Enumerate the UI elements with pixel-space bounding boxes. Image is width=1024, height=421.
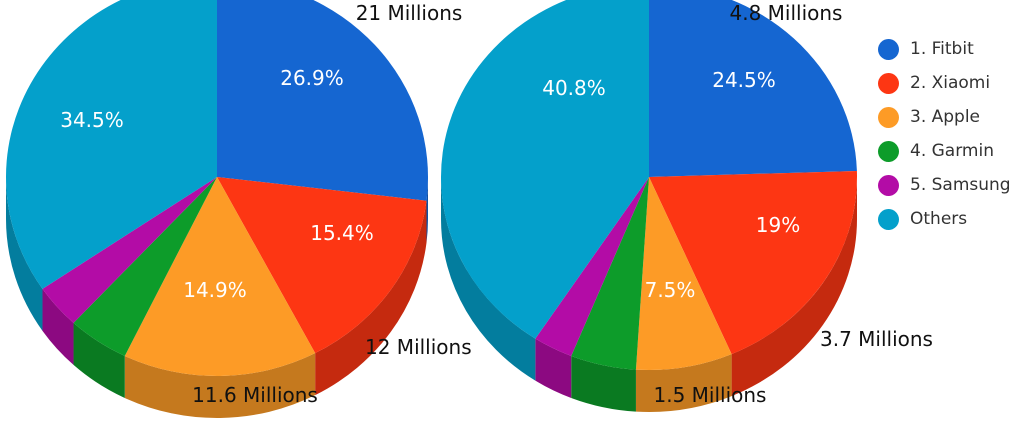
data-label-fitbit: 24.5% — [712, 68, 776, 92]
data-label-xiaomi: 15.4% — [310, 221, 374, 245]
legend-label: 5. Samsung — [910, 175, 1011, 195]
pie-slice-xiaomi — [217, 177, 427, 354]
millions-annotation: 11.6 Millions — [192, 383, 318, 407]
legend-item: 3. Apple — [878, 100, 1011, 134]
data-label-apple: 14.9% — [183, 278, 247, 302]
millions-annotation: 3.7 Millions — [820, 327, 933, 351]
legend-label: 1. Fitbit — [910, 39, 974, 59]
pie-chart-1: 26.9% 15.4% 14.9% 34.5% 21 Millions 12 Millio… — [6, 0, 472, 418]
pie-slice-apple — [635, 177, 732, 370]
pie-slice-side-fitbit — [426, 177, 428, 243]
pie-slice-samsung — [42, 177, 218, 323]
millions-annotation: 4.8 Millions — [730, 1, 843, 25]
legend-item: 4. Garmin — [878, 134, 1011, 168]
legend-swatch-garmin — [878, 140, 899, 162]
data-label-fitbit: 26.9% — [280, 66, 344, 90]
pie-slice-side-samsung — [42, 288, 74, 365]
pie-slice-side-xiaomi — [315, 200, 427, 396]
millions-annotation: 1.5 Millions — [654, 383, 767, 407]
data-label-others: 34.5% — [60, 108, 124, 132]
legend-item: 5. Samsung — [878, 168, 1011, 202]
legend-item: 1. Fitbit — [878, 32, 1011, 66]
pie-slice-side-others — [6, 177, 43, 331]
pie-slice-others — [441, 0, 649, 339]
pie-slice-side-xiaomi — [731, 177, 857, 397]
pie-slice-side-garmin — [571, 355, 636, 412]
millions-annotation: 21 Millions — [356, 1, 463, 25]
legend-item: Others — [878, 202, 1011, 236]
pie-slice-xiaomi — [649, 170, 857, 355]
legend-label: 4. Garmin — [910, 141, 994, 161]
pie-slice-apple — [124, 177, 316, 376]
legend-swatch-xiaomi — [878, 72, 899, 94]
pie-slice-garmin — [73, 177, 217, 356]
data-label-apple: 7.5% — [645, 278, 696, 302]
pie-slice-side-others — [441, 177, 536, 381]
pie-slice-fitbit — [217, 0, 428, 201]
pie-slice-fitbit — [649, 0, 857, 177]
legend-swatch-apple — [878, 106, 899, 128]
legend-swatch-others — [878, 208, 899, 230]
data-label-xiaomi: 19% — [756, 213, 800, 237]
legend-label: Others — [910, 209, 968, 229]
legend-label: 2. Xiaomi — [910, 73, 991, 93]
pie-slice-side-samsung — [535, 338, 572, 398]
legend-swatch-fitbit — [878, 38, 899, 60]
chart-legend: 1. Fitbit 2. Xiaomi 3. Apple 4. Garmin 5… — [878, 32, 1011, 236]
pie-slice-others — [6, 0, 217, 289]
pie-chart-2: 24.5% 19% 7.5% 40.8% 4.8 Millions 3.7 Million… — [441, 0, 933, 412]
legend-label: 3. Apple — [910, 107, 981, 127]
legend-item: 2. Xiaomi — [878, 66, 1011, 100]
pie-slice-side-garmin — [73, 322, 125, 398]
pie-slice-side-apple — [635, 354, 732, 412]
legend-swatch-samsung — [878, 174, 899, 196]
pie-slice-samsung — [535, 177, 649, 356]
data-label-others: 40.8% — [542, 76, 606, 100]
millions-annotation: 12 Millions — [365, 335, 472, 359]
pie-slice-side-apple — [124, 353, 316, 418]
pie-slice-garmin — [571, 177, 649, 370]
